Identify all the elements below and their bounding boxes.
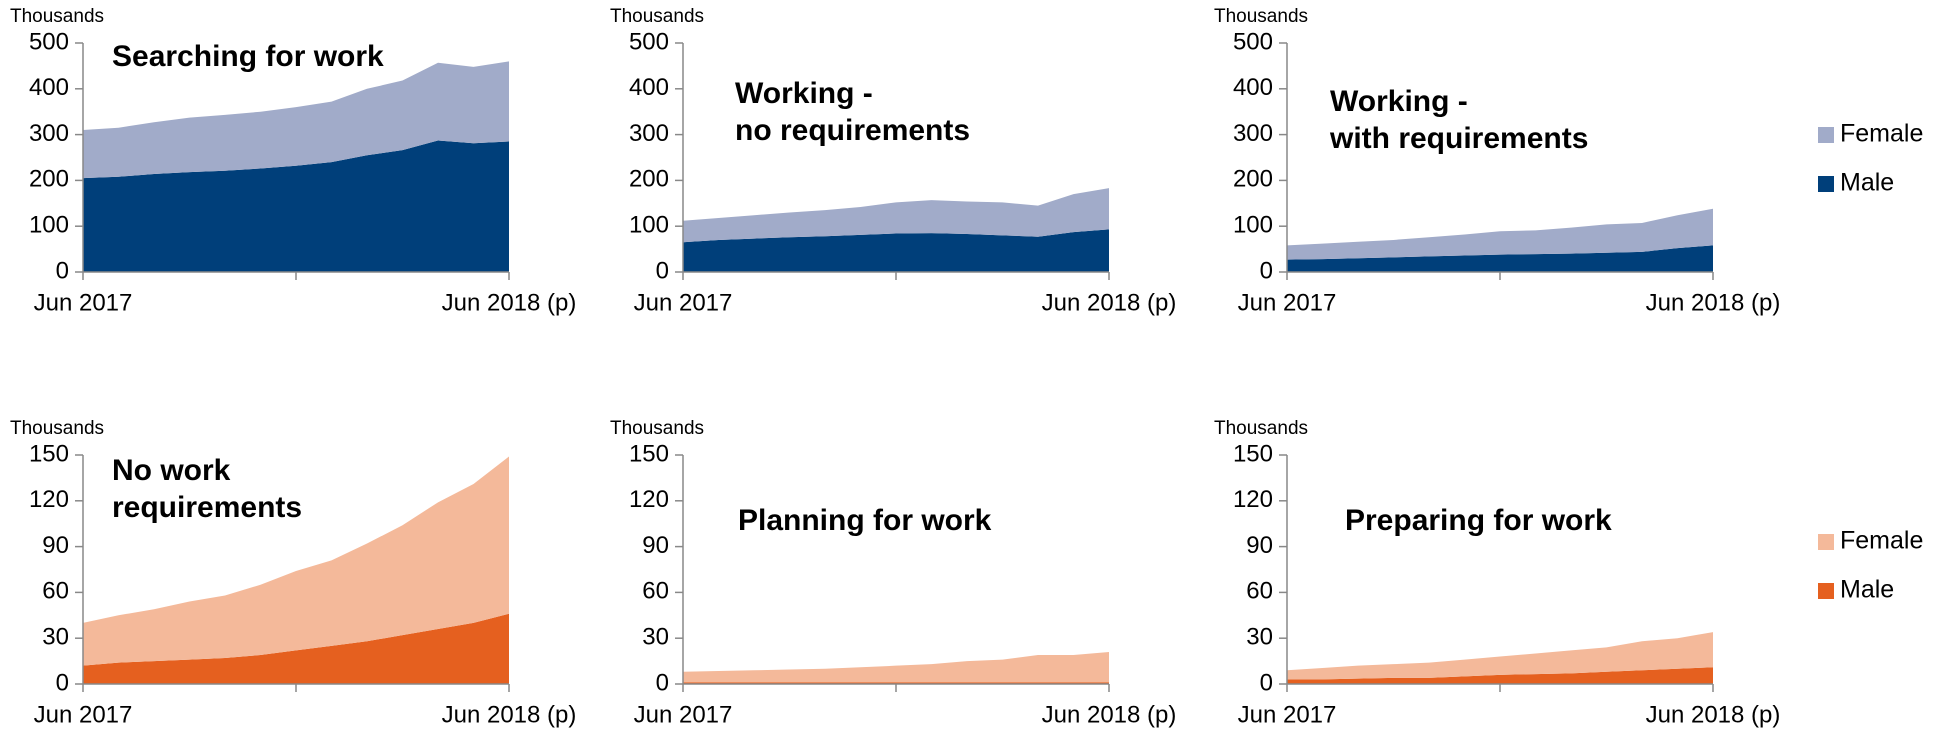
panel-title: Working - [1330,85,1468,118]
y-tick-label: 100 [629,212,669,239]
x-tick-label: Jun 2017 [634,289,733,316]
y-axis-unit: Thousands [10,418,104,439]
y-axis-unit: Thousands [1214,6,1308,27]
y-tick-label: 200 [29,166,69,193]
x-tick-label: Jun 2018 (p) [442,701,577,728]
y-tick-label: 100 [1233,212,1273,239]
panel-title: Working - [735,77,873,110]
panel-title: with requirements [1329,122,1588,155]
chart: Thousands 0 100 200 300 400 500 Jun 2017 Jun 201… [10,6,576,316]
y-tick-label: 100 [29,212,69,239]
y-tick-label: 90 [42,532,69,559]
panel-title: Searching for work [112,40,384,73]
y-axis-unit: Thousands [1214,418,1308,439]
y-tick-label: 90 [1246,532,1273,559]
y-tick-label: 0 [1260,669,1273,696]
y-tick-label: 0 [1260,257,1273,284]
x-tick-label: Jun 2017 [1238,289,1337,316]
y-tick-label: 150 [1233,440,1273,467]
legend-label: Male [1840,576,1894,604]
area [83,456,509,666]
y-tick-label: 400 [29,74,69,101]
y-tick-label: 60 [642,578,669,605]
panel-title: no requirements [735,114,970,147]
area [683,229,1109,272]
y-tick-label: 60 [1246,578,1273,605]
y-tick-label: 30 [642,624,669,651]
chart: Thousands 0 30 60 90 120 150 Jun 2017 Jun 2018 (… [1214,418,1923,728]
x-tick-label: Jun 2018 (p) [442,289,577,316]
area [1287,208,1713,260]
panel-title: No work [112,454,231,487]
y-tick-label: 300 [1233,120,1273,147]
y-tick-label: 0 [656,669,669,696]
x-tick-label: Jun 2017 [1238,701,1337,728]
chart: Thousands 0 30 60 90 120 150 Jun 2017 Jun 2018 (… [610,418,1176,728]
y-tick-label: 150 [29,440,69,467]
y-tick-label: 500 [29,28,69,55]
y-tick-label: 90 [642,532,669,559]
chart: Thousands 0 30 60 90 120 150 Jun 2017 Jun 2018 (… [10,418,576,728]
x-tick-label: Jun 2017 [634,701,733,728]
panel-title: Preparing for work [1345,504,1612,537]
y-axis-unit: Thousands [610,418,704,439]
y-tick-label: 30 [42,624,69,651]
area [83,61,509,179]
y-tick-label: 400 [1233,74,1273,101]
area [683,188,1109,243]
x-tick-label: Jun 2018 (p) [1042,701,1177,728]
y-tick-label: 400 [629,74,669,101]
y-tick-label: 150 [629,440,669,467]
y-tick-label: 30 [1246,624,1273,651]
legend-swatch [1818,534,1834,550]
y-tick-label: 500 [629,28,669,55]
legend-swatch [1818,176,1834,192]
legend-label: Female [1840,527,1923,555]
area [1287,667,1713,684]
y-tick-label: 120 [1233,486,1273,513]
panel-title: requirements [112,491,302,524]
area [683,651,1109,683]
x-tick-label: Jun 2017 [34,289,133,316]
area [1287,245,1713,272]
y-tick-label: 300 [29,120,69,147]
y-tick-label: 120 [629,486,669,513]
area [83,613,509,684]
y-tick-label: 0 [56,257,69,284]
area [83,140,509,272]
legend-label: Male [1840,169,1894,197]
panel-title: Planning for work [738,504,992,537]
y-axis-unit: Thousands [10,6,104,27]
legend-swatch [1818,127,1834,143]
legend-swatch [1818,583,1834,599]
y-axis-unit: Thousands [610,6,704,27]
x-tick-label: Jun 2018 (p) [1042,289,1177,316]
y-tick-label: 200 [629,166,669,193]
legend-label: Female [1840,120,1923,148]
y-tick-label: 0 [656,257,669,284]
y-tick-label: 120 [29,486,69,513]
x-tick-label: Jun 2017 [34,701,133,728]
y-tick-label: 200 [1233,166,1273,193]
x-tick-label: Jun 2018 (p) [1646,701,1781,728]
chart: Thousands 0 100 200 300 400 500 Jun 2017 Jun 201… [1214,6,1923,316]
y-tick-label: 300 [629,120,669,147]
chart: Thousands 0 100 200 300 400 500 Jun 2017 Jun 201… [610,6,1176,316]
y-tick-label: 0 [56,669,69,696]
x-tick-label: Jun 2018 (p) [1646,289,1781,316]
area [1287,632,1713,680]
y-tick-label: 500 [1233,28,1273,55]
y-tick-label: 60 [42,578,69,605]
